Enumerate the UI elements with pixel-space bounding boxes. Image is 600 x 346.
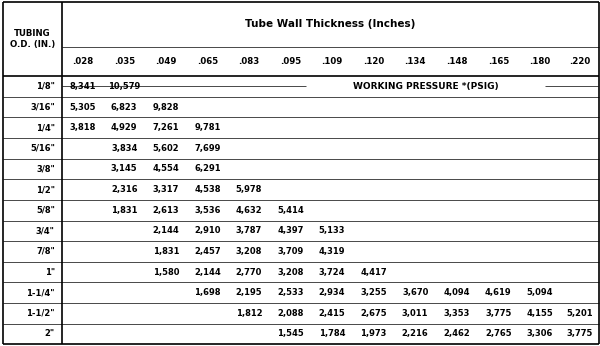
Text: 2,765: 2,765 — [485, 329, 512, 338]
Text: 2,415: 2,415 — [319, 309, 346, 318]
Text: 3,775: 3,775 — [566, 329, 593, 338]
Text: 1,545: 1,545 — [277, 329, 304, 338]
Text: 3,670: 3,670 — [402, 288, 428, 297]
Text: 1/2": 1/2" — [36, 185, 55, 194]
Text: 1,973: 1,973 — [361, 329, 387, 338]
Text: 3,255: 3,255 — [361, 288, 387, 297]
Text: 2,613: 2,613 — [152, 206, 179, 215]
Text: 4,929: 4,929 — [111, 123, 137, 132]
Text: 5/16": 5/16" — [30, 144, 55, 153]
Text: 2,144: 2,144 — [194, 267, 221, 276]
Text: 1,784: 1,784 — [319, 329, 346, 338]
Text: .028: .028 — [72, 57, 93, 66]
Text: 6,823: 6,823 — [111, 102, 137, 111]
Text: 3,724: 3,724 — [319, 267, 346, 276]
Text: 1": 1" — [44, 267, 55, 276]
Text: 3,834: 3,834 — [111, 144, 137, 153]
Text: 5,305: 5,305 — [70, 102, 96, 111]
Text: 2,675: 2,675 — [361, 309, 387, 318]
Text: 3,208: 3,208 — [277, 267, 304, 276]
Text: 8,341: 8,341 — [70, 82, 96, 91]
Text: 3,709: 3,709 — [277, 247, 304, 256]
Text: .049: .049 — [155, 57, 176, 66]
Text: .035: .035 — [113, 57, 135, 66]
Text: 2,316: 2,316 — [111, 185, 137, 194]
Text: 1,580: 1,580 — [152, 267, 179, 276]
Text: .165: .165 — [488, 57, 509, 66]
Text: WORKING PRESSURE *(PSIG): WORKING PRESSURE *(PSIG) — [353, 82, 499, 91]
Text: 4,632: 4,632 — [236, 206, 262, 215]
Text: 5,201: 5,201 — [566, 309, 593, 318]
Text: 3,011: 3,011 — [402, 309, 428, 318]
Text: .120: .120 — [363, 57, 384, 66]
Text: 5,602: 5,602 — [152, 144, 179, 153]
Text: .134: .134 — [404, 57, 426, 66]
Text: 2,216: 2,216 — [402, 329, 428, 338]
Text: 3,208: 3,208 — [236, 247, 262, 256]
Text: .148: .148 — [446, 57, 467, 66]
Text: .083: .083 — [238, 57, 260, 66]
Text: 5,094: 5,094 — [527, 288, 553, 297]
Text: 3,775: 3,775 — [485, 309, 512, 318]
Text: 2,533: 2,533 — [277, 288, 304, 297]
Text: 4,319: 4,319 — [319, 247, 346, 256]
Text: 3,818: 3,818 — [70, 123, 96, 132]
Text: 7,699: 7,699 — [194, 144, 221, 153]
Text: 4,155: 4,155 — [527, 309, 553, 318]
Text: 1,812: 1,812 — [236, 309, 262, 318]
Text: 2,195: 2,195 — [236, 288, 262, 297]
Text: .109: .109 — [322, 57, 343, 66]
Text: 4,094: 4,094 — [443, 288, 470, 297]
Text: .095: .095 — [280, 57, 301, 66]
Text: 10,579: 10,579 — [108, 82, 140, 91]
Text: 2,770: 2,770 — [236, 267, 262, 276]
Text: .220: .220 — [569, 57, 590, 66]
Text: 5,978: 5,978 — [236, 185, 262, 194]
Text: 1,831: 1,831 — [111, 206, 137, 215]
Text: 1/8": 1/8" — [36, 82, 55, 91]
Text: Tube Wall Thickness (Inches): Tube Wall Thickness (Inches) — [245, 19, 416, 29]
Text: 4,554: 4,554 — [152, 164, 179, 173]
Text: 9,828: 9,828 — [152, 102, 179, 111]
Text: 1,698: 1,698 — [194, 288, 221, 297]
Text: 9,781: 9,781 — [194, 123, 221, 132]
Text: 6,291: 6,291 — [194, 164, 221, 173]
Text: .065: .065 — [197, 57, 218, 66]
Text: 4,619: 4,619 — [485, 288, 512, 297]
Text: 2,910: 2,910 — [194, 226, 221, 235]
Text: 5/8": 5/8" — [36, 206, 55, 215]
Text: 1/4": 1/4" — [36, 123, 55, 132]
Text: 2": 2" — [44, 329, 55, 338]
Text: 5,414: 5,414 — [277, 206, 304, 215]
Text: 3,536: 3,536 — [194, 206, 221, 215]
Text: 3/8": 3/8" — [36, 164, 55, 173]
Text: 1-1/4": 1-1/4" — [26, 288, 55, 297]
Text: 2,462: 2,462 — [443, 329, 470, 338]
Text: 3/4": 3/4" — [36, 226, 55, 235]
Text: 5,133: 5,133 — [319, 226, 346, 235]
Text: 3,353: 3,353 — [443, 309, 470, 318]
Text: 7,261: 7,261 — [152, 123, 179, 132]
Text: 3,306: 3,306 — [527, 329, 553, 338]
Text: 3,787: 3,787 — [236, 226, 262, 235]
Text: 3,145: 3,145 — [111, 164, 137, 173]
Text: 1,831: 1,831 — [152, 247, 179, 256]
Text: 3/16": 3/16" — [30, 102, 55, 111]
Text: 4,538: 4,538 — [194, 185, 221, 194]
Text: .180: .180 — [529, 57, 551, 66]
Text: 3,317: 3,317 — [152, 185, 179, 194]
Text: 4,417: 4,417 — [361, 267, 387, 276]
Text: 2,088: 2,088 — [277, 309, 304, 318]
Text: 1-1/2": 1-1/2" — [26, 309, 55, 318]
Text: 2,457: 2,457 — [194, 247, 221, 256]
Text: TUBING
O.D. (IN.): TUBING O.D. (IN.) — [10, 28, 55, 49]
Text: 4,397: 4,397 — [277, 226, 304, 235]
Text: 7/8": 7/8" — [36, 247, 55, 256]
Text: 2,934: 2,934 — [319, 288, 346, 297]
Text: 2,144: 2,144 — [152, 226, 179, 235]
